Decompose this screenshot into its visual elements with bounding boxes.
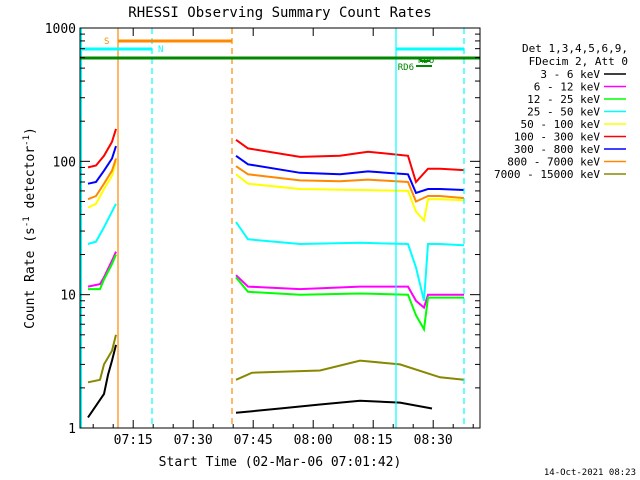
series-line-3-seg-0 xyxy=(87,203,117,245)
x-axis-label: Start Time (02-Mar-06 07:01:42) xyxy=(159,455,402,470)
series-line-5-seg-1 xyxy=(235,138,465,184)
y-tick-label-3: 1000 xyxy=(45,22,76,37)
legend-label-7: 800 - 7000 keV xyxy=(507,156,600,169)
series-line-7-seg-0 xyxy=(87,158,117,201)
series-line-8-seg-0 xyxy=(87,334,117,384)
x-tick-label-2: 07:45 xyxy=(234,433,273,448)
legend-label-4: 50 - 100 keV xyxy=(521,118,601,131)
plot-frame xyxy=(79,27,481,429)
series-line-5-seg-0 xyxy=(87,128,117,169)
legend-label-3: 25 - 50 keV xyxy=(527,106,600,119)
x-tick-label-3: 08:00 xyxy=(294,433,333,448)
series-line-4-seg-0 xyxy=(87,161,117,209)
legend-label-5: 100 - 300 keV xyxy=(514,131,600,144)
legend-header-1: FDecim 2, Att 0 xyxy=(529,55,628,68)
series-line-8-seg-1 xyxy=(235,359,465,381)
series-line-1-seg-0 xyxy=(87,251,117,288)
series-line-6-seg-1 xyxy=(235,154,465,195)
series-line-0-seg-0 xyxy=(87,344,117,418)
label-rd6-lower: RD6 xyxy=(398,63,414,73)
series-line-7-seg-1 xyxy=(235,165,465,203)
legend-header-0: Det 1,3,4,5,6,9, xyxy=(522,42,628,55)
series-line-2-seg-1 xyxy=(235,276,464,333)
series-line-6-seg-0 xyxy=(87,145,117,185)
legend-label-8: 7000 - 15000 keV xyxy=(494,168,600,181)
series-line-1-seg-1 xyxy=(235,274,464,310)
series-line-0-seg-1 xyxy=(235,399,433,414)
label-s: S xyxy=(104,37,109,47)
legend-label-1: 6 - 12 keV xyxy=(534,81,601,94)
legend-label-6: 300 - 800 keV xyxy=(514,143,600,156)
x-tick-label-1: 07:30 xyxy=(174,433,213,448)
series-line-4-seg-1 xyxy=(235,173,465,223)
y-tick-label-1: 10 xyxy=(60,289,76,304)
series-line-3-seg-1 xyxy=(235,221,465,302)
x-tick-label-0: 07:15 xyxy=(114,433,153,448)
y-tick-label-0: 1 xyxy=(68,422,76,437)
legend-label-2: 12 - 25 keV xyxy=(527,93,600,106)
y-axis-label: Count Rate (s-1 detector-1) xyxy=(22,127,38,329)
chart-title: RHESSI Observing Summary Count Rates xyxy=(128,5,431,21)
y-tick-label-2: 100 xyxy=(53,155,76,170)
legend-label-0: 3 - 6 keV xyxy=(540,68,600,81)
series-line-2-seg-0 xyxy=(88,254,117,291)
label-n: N xyxy=(158,45,163,55)
footer-date: 14-Oct-2021 08:23 xyxy=(544,468,636,478)
label-rd6-upper: RD6 xyxy=(418,56,434,66)
x-tick-label-5: 08:30 xyxy=(414,433,453,448)
x-tick-label-4: 08:15 xyxy=(354,433,393,448)
